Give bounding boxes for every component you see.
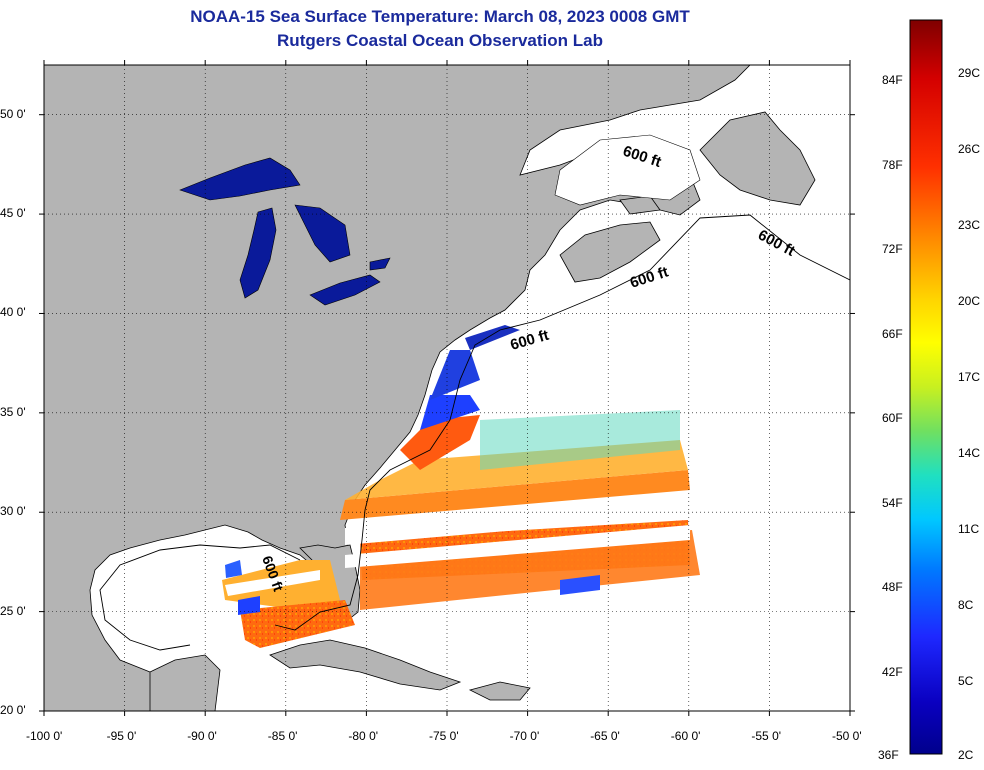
land-nova-scotia <box>559 221 661 283</box>
no-data-stripe-2 <box>345 525 690 568</box>
lake-huron <box>294 204 351 263</box>
longitude-tick-label: -80 0' <box>348 729 379 743</box>
colorbar-celsius-label: 2C <box>958 748 974 762</box>
colorbar-fahrenheit-label: 66F <box>882 326 903 341</box>
colorbar-fahrenheit-label: 42F <box>882 664 903 679</box>
longitude-tick-label: -70 0' <box>509 729 540 743</box>
latitude-tick-label: 30 0' <box>0 504 26 519</box>
isobath-600ft <box>364 214 850 511</box>
longitude-tick-label: -95 0' <box>106 729 137 743</box>
lake-ontario <box>369 257 391 271</box>
lake-superior <box>179 157 301 201</box>
colorbar-fahrenheit-label: 78F <box>882 157 903 172</box>
colorbar-celsius-label: 14C <box>958 446 981 460</box>
gulf-st-lawrence <box>554 134 701 206</box>
latitude-tick-label: 20 0' <box>0 703 26 717</box>
land-hispaniola <box>468 681 531 701</box>
land-cuba <box>269 639 462 691</box>
latitude-tick-label: 45 0' <box>0 206 26 221</box>
colorbar-celsius-label: 5C <box>958 674 974 688</box>
longitude-tick-label: -100 0' <box>26 729 63 743</box>
longitude-tick-label: -85 0' <box>267 729 298 743</box>
latitude-tick-label: 40 0' <box>0 305 26 320</box>
longitude-tick-label: -55 0' <box>751 729 782 743</box>
longitude-tick-label: -75 0' <box>429 729 459 743</box>
longitude-tick-label: -50 0' <box>832 729 862 743</box>
latitude-tick-label: 35 0' <box>0 404 26 419</box>
lake-erie <box>309 274 381 306</box>
colorbar-fahrenheit-label: 72F <box>882 242 903 256</box>
colorbar-celsius-label: 8C <box>958 598 974 612</box>
colorbar-celsius-label: 11C <box>958 522 980 536</box>
colorbar <box>909 19 943 755</box>
colorbar-fahrenheit-label: 36F <box>878 748 899 762</box>
colorbar-celsius-label: 23C <box>958 218 981 232</box>
latitude-tick-label: 50 0' <box>0 106 26 121</box>
land-pei <box>619 195 661 215</box>
colorbar-celsius-label: 29C <box>958 66 981 80</box>
colorbar-fahrenheit-label: 84F <box>882 73 903 87</box>
longitude-tick-label: -65 0' <box>590 729 620 743</box>
colorbar-fahrenheit-label: 60F <box>882 411 903 425</box>
map-subtitle: Rutgers Coastal Ocean Observation Lab <box>277 31 603 50</box>
colorbar-fahrenheit-label: 48F <box>882 580 903 594</box>
isobath-600ft-gulf <box>99 544 301 651</box>
colorbar-fahrenheit-label: 54F <box>882 495 903 510</box>
no-data-stripe-1 <box>345 500 690 545</box>
colorbar-celsius-label: 26C <box>958 142 981 156</box>
isobath-600ft-florida <box>274 509 366 631</box>
land-yucatan <box>149 654 221 711</box>
longitude-tick-label: -90 0' <box>187 729 217 743</box>
axis-ticks <box>39 60 855 716</box>
no-data-stripe-3 <box>225 570 320 596</box>
map-title: NOAA-15 Sea Surface Temperature: March 0… <box>190 7 690 26</box>
land-newfoundland <box>699 111 816 206</box>
longitude-tick-label: -60 0' <box>670 729 701 743</box>
colorbar-celsius-label: 17C <box>958 370 981 384</box>
latitude-tick-label: 25 0' <box>0 603 26 618</box>
lake-michigan <box>239 207 277 299</box>
colorbar-celsius-label: 20C <box>958 294 981 308</box>
